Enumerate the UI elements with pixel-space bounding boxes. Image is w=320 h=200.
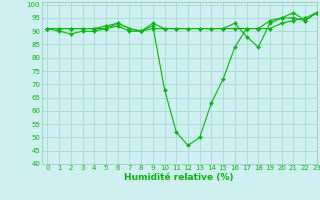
X-axis label: Humidité relative (%): Humidité relative (%) <box>124 173 234 182</box>
